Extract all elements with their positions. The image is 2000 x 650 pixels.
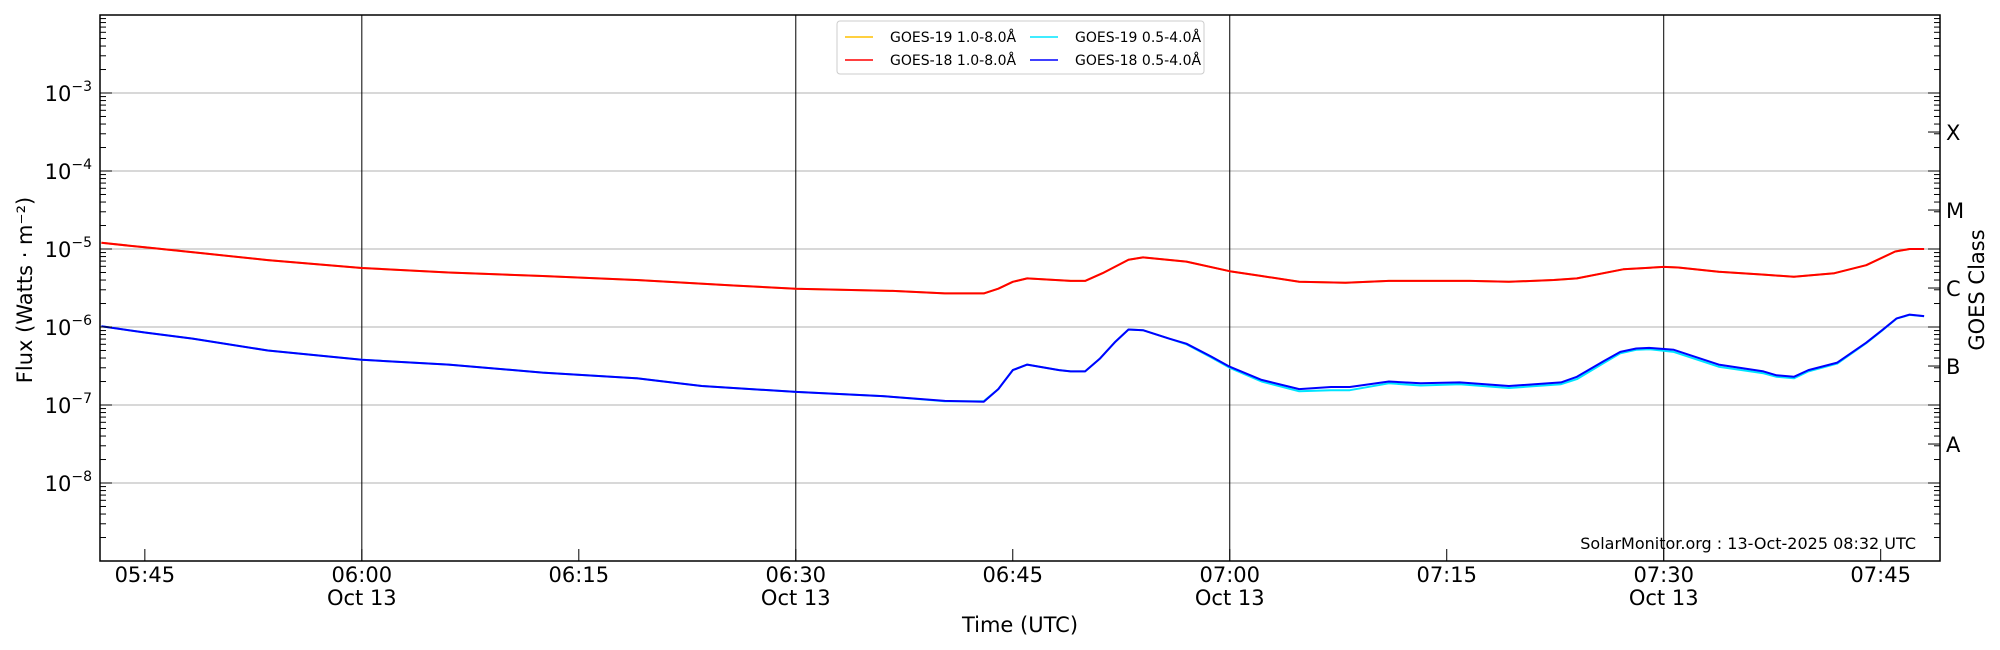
x-axis-label: Time (UTC): [961, 613, 1078, 637]
series-lines: [101, 241, 1925, 403]
legend-label: GOES-18 1.0-8.0Å: [890, 52, 1016, 69]
day-lines: [361, 15, 1665, 561]
legend: GOES-19 1.0-8.0Å GOES-18 1.0-8.0Å GOES-19 …: [836, 20, 1205, 75]
legend-label: GOES-18 0.5-4.0Å: [1075, 52, 1201, 69]
grid-lines: [100, 92, 1940, 484]
y-axis-right-label: GOES Class: [1965, 229, 1989, 350]
y-axis-label: Flux (Watts · m⁻²): [13, 197, 37, 383]
x-tick-label: 06:45: [983, 563, 1044, 587]
legend-label: GOES-19 1.0-8.0Å: [890, 29, 1016, 46]
legend-label: GOES-19 0.5-4.0Å: [1075, 29, 1201, 46]
class-label-c: C: [1946, 277, 1961, 301]
x-tick-label: 07:15: [1416, 563, 1477, 587]
y-tick-labels: 10−3 10−4 10−5 10−6 10−7 10−8: [45, 79, 92, 496]
y-tick-label: 10−3: [45, 79, 92, 106]
x-tick-label: 06:15: [549, 563, 610, 587]
x-tick-label: 06:30: [766, 563, 827, 587]
x-tick-date-label: Oct 13: [761, 586, 831, 610]
x-tick-date-label: Oct 13: [327, 586, 397, 610]
goes-class-labels: X M C B A: [1946, 121, 1964, 457]
x-tick-date-label: Oct 13: [1195, 586, 1265, 610]
y-tick-label: 10−8: [45, 469, 92, 496]
x-tick-label: 07:30: [1633, 563, 1694, 587]
class-label-a: A: [1946, 433, 1961, 457]
legend-box: [836, 20, 1205, 75]
x-tick-label: 07:00: [1199, 563, 1260, 587]
axis-ticks: [100, 18, 1940, 562]
x-tick-label: 07:45: [1850, 563, 1911, 587]
y-tick-label: 10−6: [45, 313, 92, 340]
class-label-m: M: [1946, 199, 1964, 223]
x-tick-label: 06:00: [332, 563, 393, 587]
y-tick-label: 10−5: [45, 235, 92, 262]
class-label-b: B: [1946, 355, 1960, 379]
series-line-goes-18-0-5-4-0-: [101, 313, 1925, 403]
y-tick-label: 10−4: [45, 157, 92, 184]
class-label-x: X: [1946, 121, 1960, 145]
x-tick-date-label: Oct 13: [1629, 586, 1699, 610]
x-tick-label: 05:45: [115, 563, 176, 587]
source-annotation: SolarMonitor.org : 13-Oct-2025 08:32 UTC: [1580, 534, 1916, 553]
series-line-goes-19-0-5-4-0-: [101, 313, 1925, 403]
series-line-goes-18-1-0-8-0-: [101, 241, 1925, 295]
y-tick-label: 10−7: [45, 391, 92, 418]
